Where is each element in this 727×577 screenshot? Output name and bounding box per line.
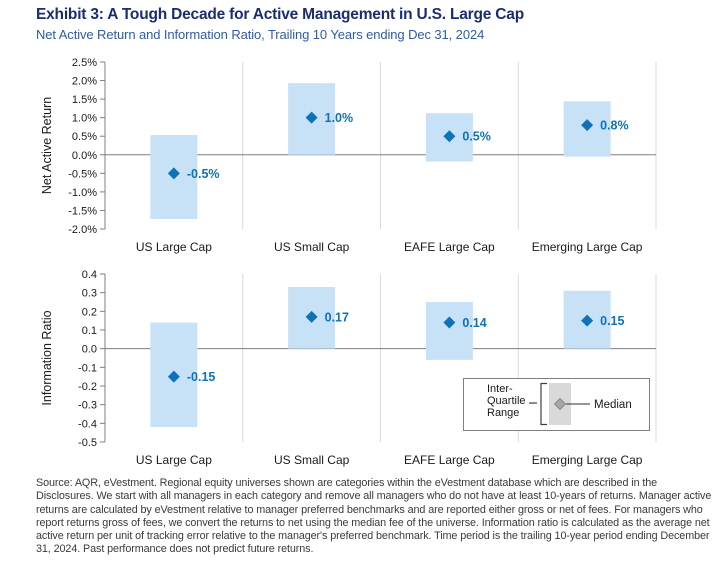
category-label: US Large Cap <box>136 453 212 467</box>
y-axis-title: Information Ratio <box>40 310 54 405</box>
y-axis-title: Net Active Return <box>40 97 54 194</box>
y-axis-tick-label: 2.5% <box>72 57 97 69</box>
legend-median-diamond <box>553 397 567 411</box>
median-value-label: 0.14 <box>462 316 486 330</box>
legend-iqr-label: Inter- <box>487 383 513 395</box>
y-axis-tick-label: 2.0% <box>72 76 97 88</box>
median-value-label: 0.8% <box>600 119 629 133</box>
y-axis-tick-label: 1.0% <box>72 113 97 125</box>
median-diamond <box>167 370 180 383</box>
y-axis-tick-label: -0.1 <box>78 362 97 374</box>
median-diamond <box>305 111 318 124</box>
category-label: EAFE Large Cap <box>404 240 495 254</box>
median-value-label: 1.0% <box>325 111 354 125</box>
median-diamond <box>443 316 456 329</box>
y-axis-tick-label: -1.0% <box>68 187 97 199</box>
category-label: Emerging Large Cap <box>532 240 643 254</box>
y-axis-tick-label: -0.3 <box>78 400 97 412</box>
median-value-label: -0.15 <box>187 370 216 384</box>
y-axis-tick-label: 0.4 <box>82 269 97 281</box>
information-ratio-chart: 0.4 0.3 0.2 0.1 0.0 -0.1 -0.2 -0.3 -0.4 -0.5 Infor… <box>40 269 657 467</box>
y-axis-tick-label: 0.3 <box>82 288 97 300</box>
page-subtitle: Net Active Return and Information Ratio,… <box>36 27 485 42</box>
y-axis-tick-label: 0.0% <box>72 150 97 162</box>
median-diamond <box>581 119 594 132</box>
y-axis-tick-label: 1.5% <box>72 94 97 106</box>
source-note: Source: AQR, eVestment. Regional equity … <box>36 477 712 556</box>
y-axis-tick-label: -0.5 <box>78 437 97 449</box>
median-diamond <box>581 314 594 327</box>
page-title: Exhibit 3: A Tough Decade for Active Man… <box>36 6 524 23</box>
median-diamond <box>167 167 180 180</box>
category-label: US Small Cap <box>274 240 350 254</box>
legend-iqr-label: Quartile <box>487 395 526 407</box>
iqr-bar <box>425 302 473 360</box>
category-label: US Large Cap <box>136 240 212 254</box>
y-axis-tick-label: -0.4 <box>78 418 97 430</box>
y-axis-tick-label: 0.5% <box>72 131 97 143</box>
y-axis-tick-label: -0.2 <box>78 381 97 393</box>
y-axis-tick-label: 0.1 <box>82 325 97 337</box>
net-active-return-chart: 2.5% 2.0% 1.5% 1.0% 0.5% 0.0% -0.5% -1.0% -1.5% -… <box>40 57 657 254</box>
median-value-label: 0.15 <box>600 314 624 328</box>
category-label: EAFE Large Cap <box>404 453 495 467</box>
y-axis-tick-label: 0.0 <box>82 344 97 356</box>
y-axis-tick-label: -1.5% <box>68 205 97 217</box>
median-diamond <box>305 310 318 323</box>
y-axis-tick-label: 0.2 <box>82 306 97 318</box>
category-label: Emerging Large Cap <box>532 453 643 467</box>
y-axis-tick-label: -0.5% <box>68 168 97 180</box>
category-label: US Small Cap <box>274 453 350 467</box>
legend-bracket <box>540 382 547 426</box>
y-axis-tick-label: -2.0% <box>68 224 97 236</box>
median-value-label: 0.5% <box>462 130 491 144</box>
legend-median-label: Median <box>594 399 632 411</box>
median-value-label: 0.17 <box>325 310 349 324</box>
median-diamond <box>443 130 456 143</box>
median-value-label: -0.5% <box>187 167 220 181</box>
legend-iqr-label: Range <box>487 407 519 419</box>
